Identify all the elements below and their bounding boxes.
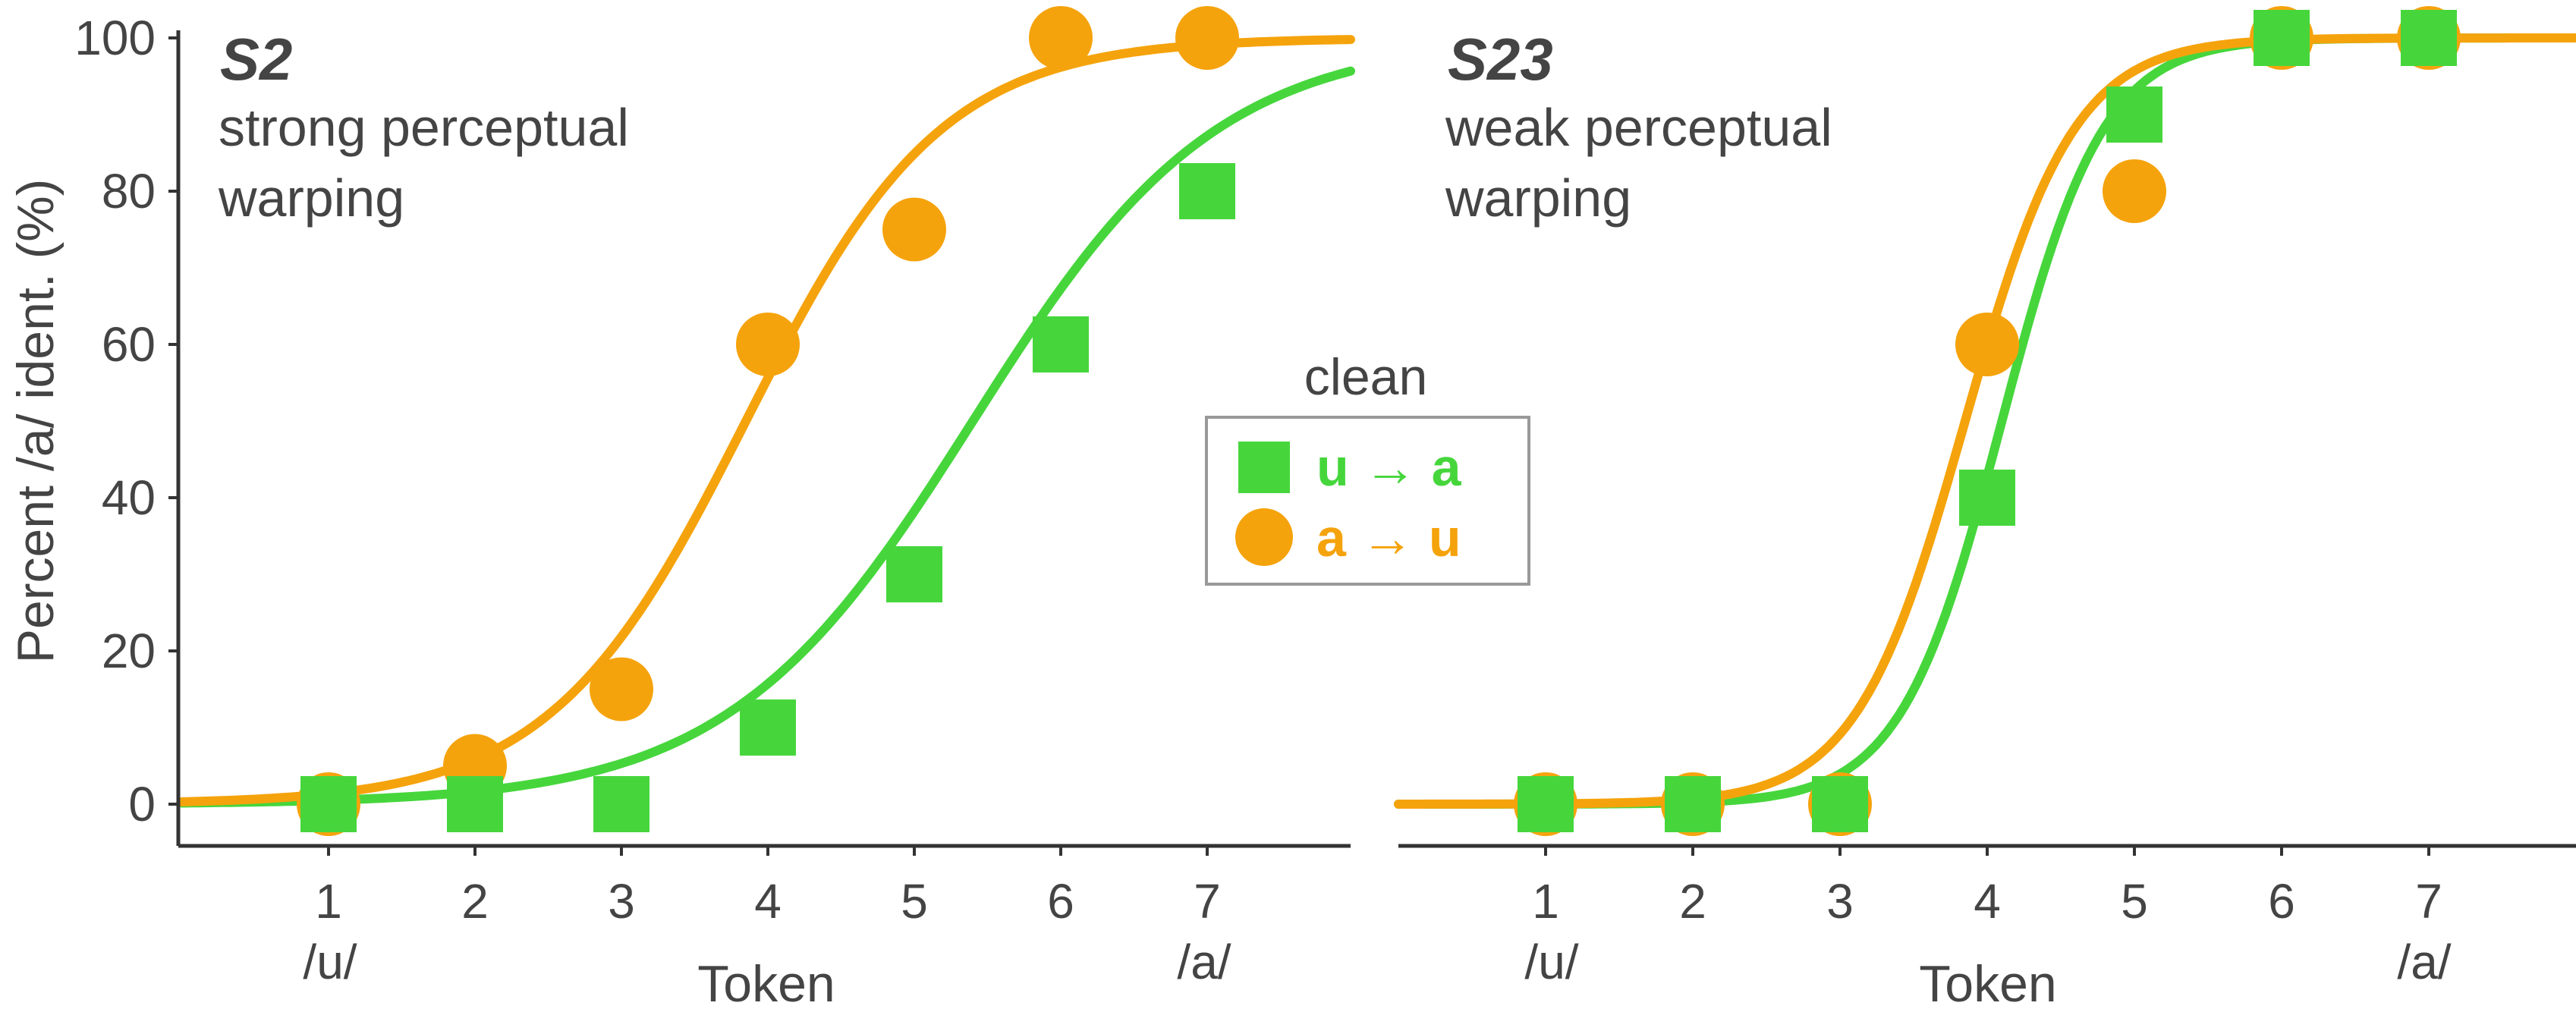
x-tick-label: 2 [1679, 874, 1706, 929]
y-axis-title: Percent /a/ ident. (%) [7, 179, 64, 664]
panel-subtitle-line-1: strong perceptual [219, 98, 629, 157]
x-endpoint-label-left: /u/ [1524, 935, 1578, 989]
x-ticks: 1 2 3 4 5 6 7 [315, 846, 1221, 929]
panel-title: S23 [1448, 26, 1553, 93]
x-axis-title: Token [697, 955, 835, 1009]
y-ticks: 0 20 40 60 80 100 [74, 11, 178, 831]
data-points [297, 6, 1239, 836]
data-point-circle [2103, 159, 2166, 223]
x-tick-label: 3 [1826, 874, 1854, 929]
data-point-square [1959, 470, 2015, 526]
data-point-square [2106, 86, 2162, 143]
x-tick-label: 6 [2268, 874, 2295, 929]
panel-subtitle-line-2: warping [218, 168, 404, 228]
x-tick-label: 6 [1047, 874, 1074, 929]
x-endpoint-label-left: /u/ [303, 935, 357, 989]
data-point-circle [736, 313, 800, 376]
y-tick-label: 80 [102, 164, 156, 218]
x-tick-label: 5 [901, 874, 928, 929]
y-tick-label: 60 [102, 317, 156, 372]
data-point-square [2401, 10, 2457, 66]
data-point-square [740, 699, 796, 756]
data-point-circle [1029, 6, 1093, 70]
legend-label-u-to-a: u → a [1316, 438, 1462, 497]
y-tick-label: 100 [74, 11, 156, 65]
panel-subtitle-line-2: warping [1445, 168, 1631, 228]
legend-marker-square [1238, 442, 1290, 493]
data-point-circle [590, 657, 653, 721]
data-point-square [1812, 776, 1868, 832]
fit-curve [178, 35, 1355, 806]
data-point-square [300, 776, 357, 832]
fit-curve [178, 66, 1355, 808]
x-tick-label: 5 [2121, 874, 2148, 929]
data-point-circle [1955, 313, 2019, 376]
x-tick-label: 7 [2415, 874, 2442, 929]
data-point-circle [882, 197, 946, 262]
panel-s23: 1 2 3 4 5 6 7 /u/ /a/ Token S23 weak perceptua… [1394, 6, 2576, 1009]
x-tick-label: 2 [461, 874, 489, 929]
legend-label-a-to-u: a → u [1316, 508, 1461, 567]
data-point-square [2254, 10, 2310, 66]
data-point-square [593, 776, 650, 832]
y-tick-label: 20 [102, 624, 156, 678]
data-point-square [1518, 776, 1574, 832]
data-points [1514, 6, 2461, 836]
panel-s2: 0 20 40 60 80 100 1 2 3 4 5 6 7 /u/ /a/ Token Perce… [7, 6, 1355, 1009]
x-tick-label: 7 [1194, 874, 1221, 929]
data-point-circle [1175, 6, 1239, 70]
x-axis-title: Token [1919, 955, 2056, 1009]
y-tick-label: 0 [128, 777, 156, 831]
panel-subtitle-line-1: weak perceptual [1445, 98, 1832, 157]
x-endpoint-label-right: /a/ [1177, 935, 1231, 989]
panel-title: S2 [220, 26, 292, 93]
x-tick-label: 4 [754, 874, 782, 929]
fit-curves [178, 35, 1355, 808]
data-point-square [886, 546, 942, 602]
legend-marker-circle [1235, 508, 1293, 566]
data-point-square [447, 776, 503, 832]
x-ticks: 1 2 3 4 5 6 7 [1532, 846, 2442, 929]
legend: clean u → a a → u [1205, 348, 1530, 586]
x-tick-label: 1 [1532, 874, 1559, 929]
data-point-square [1665, 776, 1721, 832]
legend-title: clean [1304, 348, 1428, 406]
x-tick-label: 4 [1974, 874, 2001, 929]
data-point-square [1033, 316, 1089, 372]
x-endpoint-label-right: /a/ [2397, 935, 2451, 989]
data-point-square [1179, 163, 1235, 219]
y-tick-label: 40 [102, 470, 156, 525]
x-tick-label: 3 [608, 874, 635, 929]
x-tick-label: 1 [315, 874, 342, 929]
